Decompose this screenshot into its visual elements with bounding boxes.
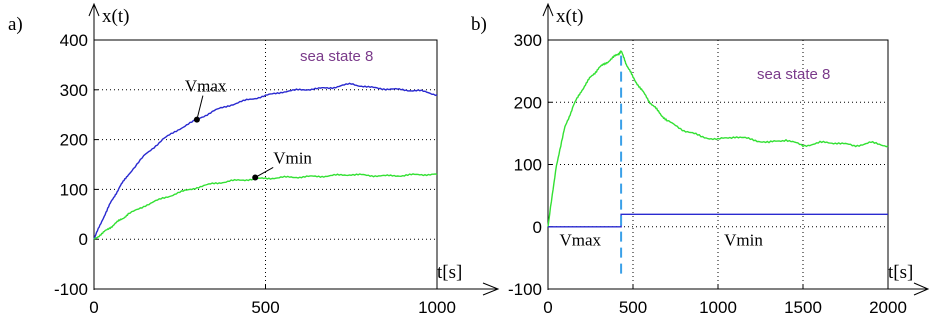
panel-b-y-ticks: -100 0 100 200 300 <box>508 31 552 299</box>
series-line-x-t- <box>547 50 889 227</box>
panel-a-annotation: sea state 8 <box>300 48 373 65</box>
y-tick-label: 300 <box>60 81 88 100</box>
point-label: Vmax <box>185 77 227 96</box>
x-tick-label: 500 <box>619 298 647 317</box>
panel-a-x-label: t[s] <box>437 262 462 283</box>
region-label: Vmax <box>560 230 602 249</box>
region-label: Vmin <box>724 230 763 249</box>
y-tick-label: -100 <box>54 280 88 299</box>
panel-a-y-arrow <box>88 2 100 17</box>
series-line-vmin <box>93 173 438 240</box>
point-label: Vmin <box>273 148 312 167</box>
panel-a-y-label: x(t) <box>102 6 129 27</box>
x-tick-label: 500 <box>251 298 279 317</box>
x-tick-label: 1500 <box>784 298 822 317</box>
y-tick-label: 100 <box>514 156 542 175</box>
panel-b-label: b) <box>471 14 487 35</box>
y-tick-label: 200 <box>60 131 88 150</box>
y-tick-label: 200 <box>514 93 542 112</box>
x-tick-label: 0 <box>89 298 98 317</box>
x-tick-label: 1000 <box>418 298 456 317</box>
series-line-vmax <box>93 82 438 240</box>
panel-b-x-arrow <box>913 282 930 296</box>
x-tick-label: 2000 <box>869 298 907 317</box>
panel-a-grid <box>94 40 437 289</box>
panel-b-annotation: sea state 8 <box>757 66 830 83</box>
panel-b-x-label: t[s] <box>888 262 913 283</box>
y-tick-label: -100 <box>508 280 542 299</box>
y-tick-label: 0 <box>533 218 542 237</box>
y-tick-label: 0 <box>79 230 88 249</box>
x-tick-label: 0 <box>543 298 552 317</box>
panel-a-x-ticks: 0 500 1000 <box>89 285 456 317</box>
point-leader-line <box>196 95 204 120</box>
panel-a-y-ticks: -100 0 100 200 300 400 <box>54 31 98 299</box>
panel-a-label: a) <box>8 14 23 35</box>
y-tick-label: 400 <box>60 31 88 50</box>
panel-b-grid <box>548 40 888 289</box>
panel-b-region-labels: Vmax Vmin <box>560 230 764 249</box>
x-tick-label: 1000 <box>699 298 737 317</box>
panel-b-y-arrow <box>542 2 554 17</box>
y-tick-label: 100 <box>60 180 88 199</box>
panel-a-point-labels: Vmax Vmin <box>185 77 312 181</box>
point-leader-line <box>254 167 274 178</box>
panel-b-x-ticks: 0 500 1000 1500 2000 <box>543 285 907 317</box>
panel-a-series <box>93 82 438 240</box>
y-tick-label: 300 <box>514 31 542 50</box>
panel-b-y-label: x(t) <box>556 6 583 27</box>
panel-a-x-arrow <box>482 282 500 296</box>
